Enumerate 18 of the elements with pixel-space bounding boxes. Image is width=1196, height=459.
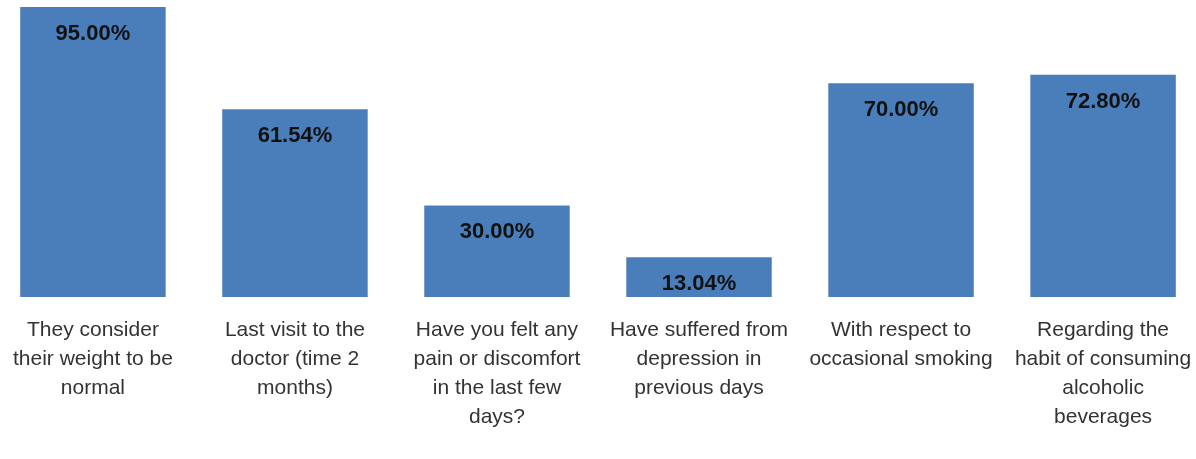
bar	[828, 83, 974, 297]
bar	[222, 109, 368, 297]
bar	[424, 205, 570, 297]
data-label: 72.80%	[1065, 87, 1141, 113]
data-label: 95.00%	[55, 20, 131, 45]
data-label: 70.00%	[863, 96, 939, 122]
x-tick-label: They consider their weight to be normal	[12, 317, 173, 398]
x-tick-label: Have you felt any pain or discomfort in the last few days?	[413, 317, 581, 427]
x-tick-label: Have suffered from depression in previous days	[609, 317, 789, 398]
x-tick-label: Regarding the habit of consuming alcoholic beverages	[1014, 317, 1192, 427]
bar	[20, 7, 166, 297]
data-label: 30.00%	[459, 218, 535, 244]
bar	[1030, 74, 1176, 297]
x-tick-label: Last visit to the doctor (time 2 months)	[224, 317, 365, 398]
x-tick-label: With respect to occasional smoking	[809, 317, 993, 369]
data-label: 13.04%	[661, 270, 737, 296]
bar	[626, 257, 772, 297]
data-label: 61.54%	[257, 122, 333, 148]
